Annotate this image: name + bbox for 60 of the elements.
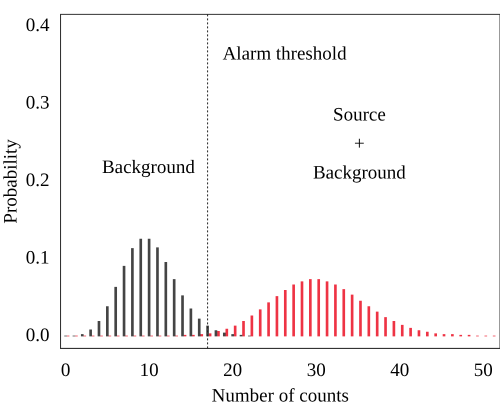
y-tick-label: 0.1	[26, 247, 50, 268]
bar	[426, 332, 429, 336]
x-tick-label: 0	[60, 360, 70, 381]
bar	[106, 306, 109, 336]
bar	[89, 329, 92, 336]
bar	[148, 238, 150, 336]
bar	[156, 247, 159, 336]
bar	[284, 290, 287, 336]
x-tick-label: 20	[223, 360, 242, 381]
bar	[334, 284, 337, 336]
bar	[181, 295, 184, 336]
bar	[376, 312, 379, 336]
y-axis-title: Probability	[0, 138, 22, 224]
bar	[234, 326, 236, 336]
bar	[122, 266, 126, 336]
bar	[222, 332, 226, 336]
bar	[292, 284, 295, 336]
x-tick-label: 30	[306, 360, 326, 381]
bar	[242, 320, 245, 336]
bar	[131, 248, 134, 336]
bar	[225, 328, 228, 336]
bar	[214, 330, 218, 336]
bar	[267, 302, 270, 336]
bar	[300, 281, 304, 336]
bar	[418, 330, 420, 336]
ref-line-label: Alarm threshold	[222, 43, 348, 64]
bar	[350, 294, 354, 336]
y-tick-label: 0.3	[26, 92, 50, 114]
x-tick-label: 40	[390, 360, 410, 381]
bar	[190, 308, 192, 336]
bar	[342, 289, 346, 336]
bar	[172, 279, 176, 336]
bar	[392, 320, 396, 336]
bar	[326, 281, 328, 336]
bar	[114, 286, 118, 336]
bar	[164, 262, 168, 336]
bar	[434, 333, 437, 336]
annotation: Source + Background	[312, 104, 406, 184]
bar	[384, 317, 387, 336]
x-axis-title: Number of counts	[212, 386, 349, 407]
bar	[139, 238, 142, 336]
x-tick-label: 10	[140, 360, 159, 381]
x-tick-label: 50	[474, 360, 493, 381]
bar	[258, 309, 262, 336]
bar	[359, 300, 362, 336]
y-tick-label: 0.2	[26, 170, 50, 191]
bar	[276, 296, 278, 336]
bar	[400, 324, 404, 336]
bar	[250, 316, 254, 336]
bar	[409, 328, 412, 336]
bar	[217, 331, 220, 336]
bar	[208, 333, 212, 336]
bar	[317, 279, 320, 336]
y-tick-label: 0.0	[26, 324, 50, 346]
y-tick-label: 0.4	[26, 15, 50, 36]
bar	[309, 279, 312, 336]
bar	[368, 306, 370, 336]
bar	[98, 320, 100, 336]
annotation: Background	[102, 157, 196, 178]
bar	[198, 318, 201, 336]
